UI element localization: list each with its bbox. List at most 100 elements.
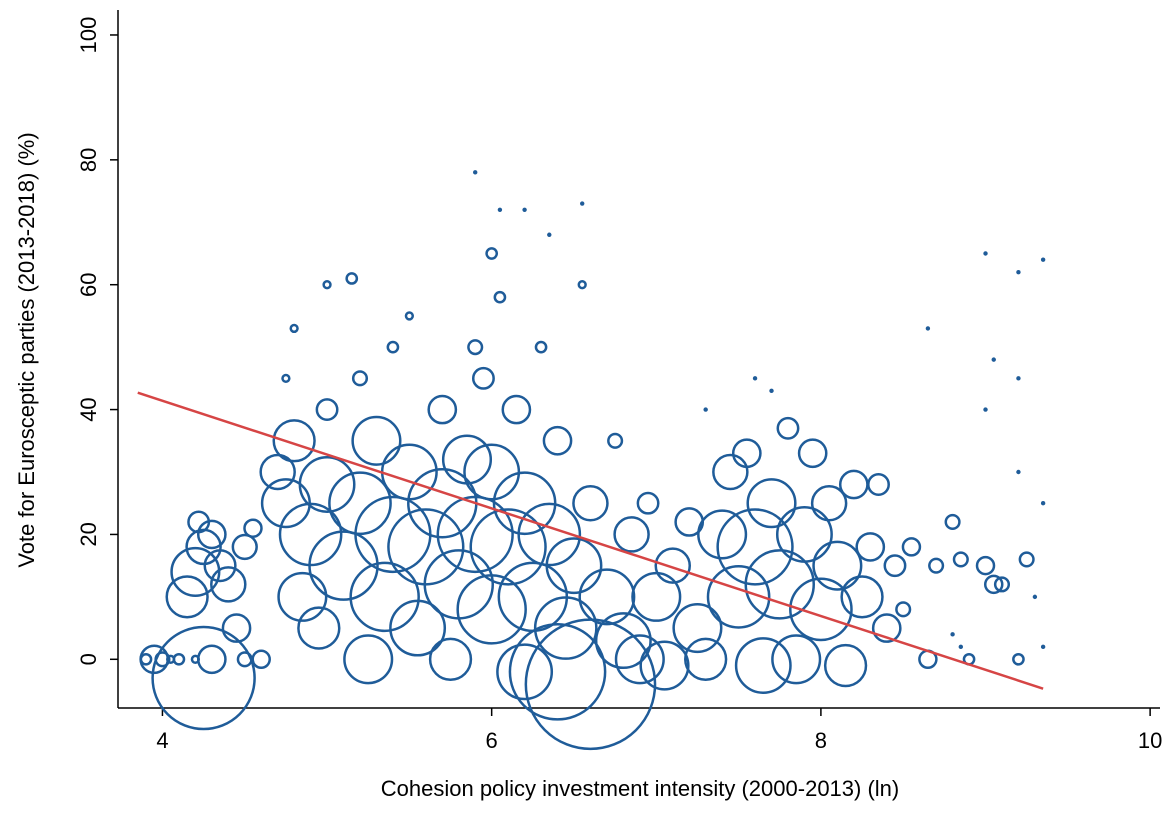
data-point <box>289 323 299 334</box>
data-point <box>810 484 848 522</box>
data-point <box>517 502 582 567</box>
data-point <box>631 571 682 622</box>
data-point <box>243 518 263 538</box>
data-point <box>404 311 415 321</box>
data-point <box>983 251 988 256</box>
data-point <box>354 495 432 574</box>
data-point <box>187 510 211 534</box>
data-point <box>867 473 890 496</box>
data-point <box>975 555 996 576</box>
data-point <box>281 373 291 384</box>
data-point <box>139 644 170 675</box>
data-point <box>580 201 585 206</box>
data-point <box>712 453 749 491</box>
data-point <box>463 443 521 501</box>
data-point <box>151 625 256 731</box>
data-point <box>684 637 728 681</box>
data-point <box>797 438 828 469</box>
data-point <box>497 207 503 212</box>
data-point <box>428 637 473 681</box>
data-point <box>594 612 652 670</box>
data-point <box>203 549 237 583</box>
data-point <box>944 513 961 530</box>
data-point <box>473 170 478 175</box>
data-point <box>578 568 636 626</box>
data-point <box>958 644 964 650</box>
data-point <box>545 537 603 595</box>
data-point <box>165 575 209 619</box>
data-point <box>251 649 271 670</box>
data-point <box>993 576 1011 593</box>
data-point <box>456 574 527 645</box>
data-point <box>1032 594 1038 600</box>
data-point <box>1040 257 1046 262</box>
data-point <box>950 632 955 637</box>
data-point <box>840 575 884 619</box>
y-tick-label: 0 <box>76 653 101 665</box>
data-point <box>139 652 153 666</box>
data-point <box>607 432 624 449</box>
data-point <box>389 599 447 657</box>
data-point <box>496 643 554 701</box>
data-point <box>734 637 792 694</box>
data-point <box>427 394 458 425</box>
data-point <box>221 613 252 643</box>
data-point <box>654 547 691 584</box>
data-point <box>231 533 258 561</box>
data-point <box>533 596 598 660</box>
data-point <box>775 505 833 563</box>
data-point <box>493 290 507 304</box>
data-point <box>776 416 800 440</box>
data-point <box>345 272 359 285</box>
x-tick-label: 8 <box>815 728 827 753</box>
data-point <box>343 634 394 685</box>
data-point <box>855 532 886 562</box>
y-tick-label: 60 <box>76 272 101 296</box>
data-point <box>210 566 247 603</box>
data-point <box>577 280 587 290</box>
x-tick-label: 10 <box>1138 728 1162 753</box>
data-point <box>746 478 797 529</box>
data-point <box>277 571 328 622</box>
x-axis-label: Cohesion policy investment intensity (20… <box>381 776 899 801</box>
data-point <box>744 549 815 620</box>
data-point <box>752 376 758 381</box>
data-point <box>983 407 988 412</box>
data-point <box>170 546 221 597</box>
data-point <box>928 557 945 574</box>
data-point <box>1016 376 1021 381</box>
data-point <box>771 634 822 685</box>
y-tick-label: 80 <box>76 148 101 172</box>
y-tick-label: 40 <box>76 397 101 421</box>
data-point <box>769 388 774 394</box>
data-point <box>1016 469 1021 475</box>
data-point <box>1040 644 1046 650</box>
data-point <box>1012 652 1025 666</box>
data-point <box>731 438 762 469</box>
data-point <box>895 601 912 618</box>
data-point <box>636 491 660 515</box>
data-point <box>469 508 547 586</box>
data-point <box>497 561 569 633</box>
data-point <box>471 366 495 390</box>
x-tick-label: 6 <box>486 728 498 753</box>
data-point <box>925 326 931 331</box>
data-point <box>315 398 339 422</box>
data-point <box>1040 501 1046 506</box>
data-point <box>298 456 356 513</box>
data-point <box>1016 270 1021 275</box>
data-point <box>703 407 708 412</box>
fit-line <box>137 391 1044 690</box>
data-point <box>467 339 484 356</box>
data-point <box>716 508 794 586</box>
data-point <box>236 651 253 668</box>
data-point <box>272 419 316 463</box>
data-point <box>547 232 552 237</box>
data-point <box>196 644 227 675</box>
data-point <box>572 484 609 522</box>
data-point <box>328 471 392 536</box>
data-point <box>639 640 690 691</box>
data-point <box>823 643 868 688</box>
data-point <box>614 634 665 685</box>
